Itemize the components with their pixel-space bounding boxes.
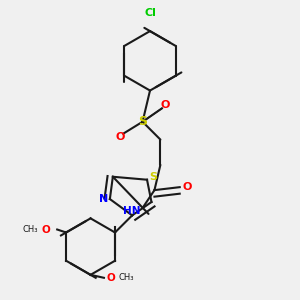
Text: HN: HN	[123, 206, 141, 216]
Text: O: O	[182, 182, 192, 192]
Text: CH₃: CH₃	[119, 273, 134, 282]
Text: Cl: Cl	[144, 8, 156, 18]
Text: O: O	[107, 273, 116, 283]
Text: O: O	[160, 100, 170, 110]
Text: O: O	[116, 132, 125, 142]
Text: CH₃: CH₃	[22, 225, 38, 234]
Text: N: N	[99, 194, 108, 204]
Text: S: S	[138, 115, 147, 128]
Text: O: O	[41, 224, 50, 235]
Text: S: S	[149, 172, 157, 182]
